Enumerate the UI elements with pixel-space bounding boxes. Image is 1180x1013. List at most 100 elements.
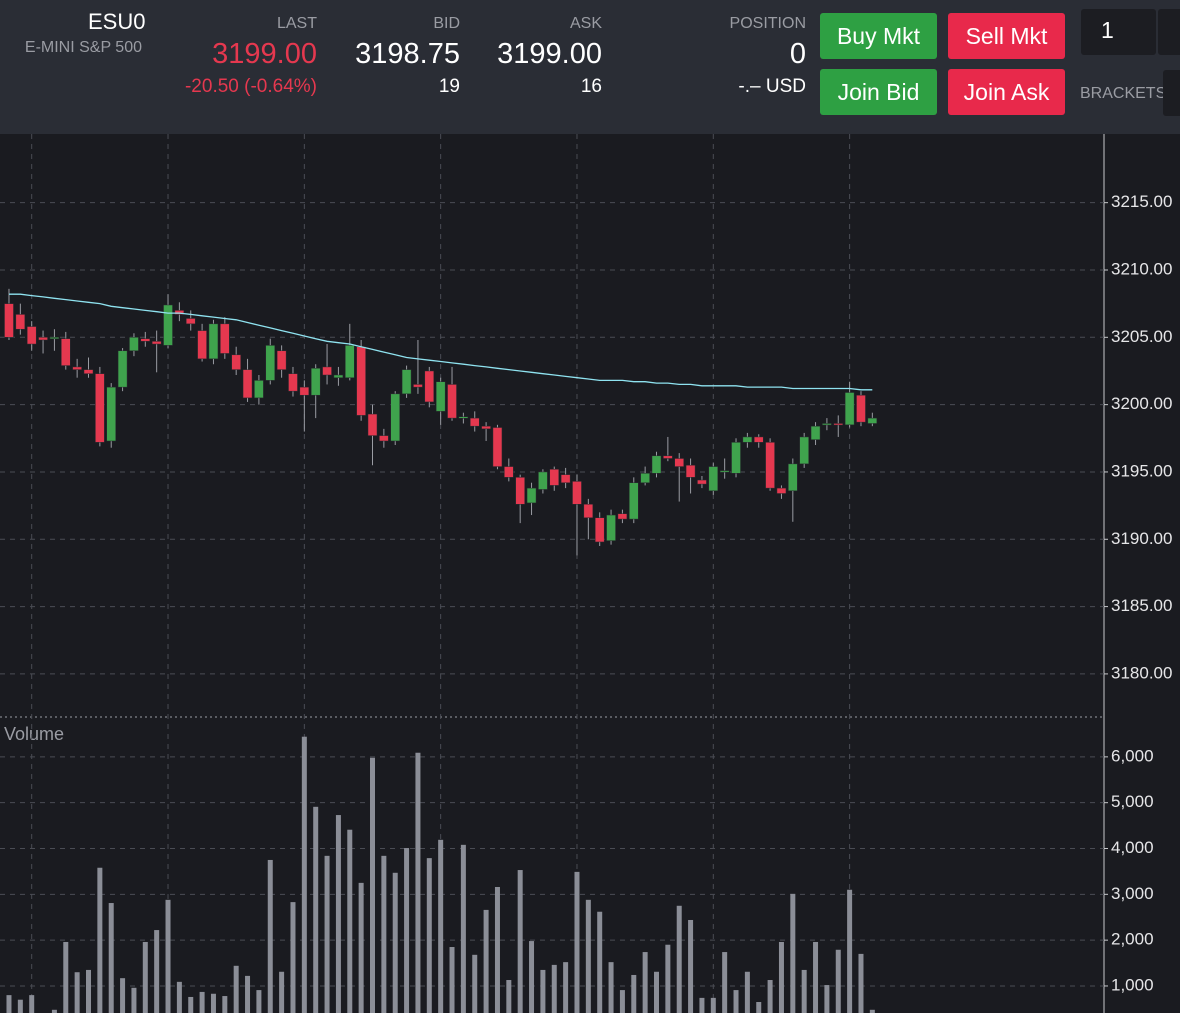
- candle-body: [26, 326, 37, 345]
- volume-bar: [199, 991, 205, 1013]
- candle-body: [776, 487, 787, 494]
- volume-bar: [631, 974, 637, 1013]
- sell-market-button[interactable]: Sell Mkt: [948, 13, 1065, 59]
- volume-bar: [290, 902, 296, 1013]
- volume-bar: [108, 903, 114, 1013]
- y-tick-label: 3195.00: [1111, 461, 1172, 480]
- candle-body: [549, 469, 560, 486]
- volume-bar: [381, 855, 387, 1013]
- volume-bar: [472, 954, 478, 1013]
- volume-bar: [63, 941, 69, 1013]
- candle-body: [129, 337, 139, 352]
- volume-bar: [608, 962, 614, 1013]
- candle-body: [4, 303, 14, 338]
- volume-bar: [335, 815, 341, 1013]
- volume-bar: [801, 969, 807, 1013]
- last-change: -20.50 (-0.64%): [184, 76, 317, 97]
- candle-body: [390, 393, 400, 442]
- candle-body: [606, 514, 616, 541]
- candle-body: [220, 323, 230, 354]
- bid-size: 19: [438, 76, 460, 97]
- candle-body: [231, 354, 241, 370]
- volume-bar: [370, 757, 375, 1013]
- quantity-spinner[interactable]: [1158, 9, 1180, 55]
- y-tick-label: 5,000: [1111, 792, 1154, 811]
- candle-body: [458, 416, 469, 419]
- candle-body: [583, 504, 594, 518]
- candle-body: [663, 455, 673, 459]
- last-price: 3199.00: [212, 38, 317, 70]
- volume-bar: [790, 893, 796, 1013]
- candle-body: [254, 380, 264, 399]
- candle-body: [424, 370, 435, 403]
- candle-body: [742, 436, 753, 443]
- y-tick-label: 6,000: [1111, 746, 1154, 765]
- candle-body: [560, 474, 571, 483]
- candle-body: [15, 314, 26, 330]
- volume-bar: [676, 905, 682, 1013]
- volume-bar: [585, 899, 591, 1013]
- candle-body: [594, 517, 605, 543]
- volume-bar: [165, 899, 171, 1013]
- candle-body: [367, 413, 378, 436]
- volume-bar: [813, 941, 819, 1013]
- candle-body: [288, 373, 298, 392]
- volume-bar: [313, 806, 319, 1013]
- volume-bar: [176, 981, 182, 1013]
- volume-bar: [131, 987, 137, 1013]
- volume-bar: [404, 848, 410, 1013]
- volume-bar: [279, 971, 285, 1013]
- buy-market-button[interactable]: Buy Mkt: [820, 13, 937, 59]
- volume-bar: [744, 971, 750, 1013]
- chart: Volume 3180.00 3185.00 3190.00 3195.00 3200.…: [0, 134, 1172, 1013]
- candle-body: [140, 338, 151, 342]
- volume-bar: [438, 839, 444, 1013]
- join-bid-button[interactable]: Join Bid: [820, 69, 937, 115]
- y-tick-label: 3180.00: [1111, 663, 1172, 682]
- candle-body: [765, 442, 775, 489]
- volume-bar: [563, 962, 569, 1013]
- candle-body: [345, 345, 355, 378]
- join-ask-button[interactable]: Join Ask: [948, 69, 1065, 115]
- candle-body: [106, 386, 116, 442]
- candle-body: [697, 479, 707, 485]
- volume-bar: [665, 944, 671, 1013]
- volume-bar: [654, 971, 659, 1013]
- bid-price: 3198.75: [355, 38, 460, 70]
- y-tick-label: 3,000: [1111, 884, 1154, 903]
- volume-bar: [29, 995, 35, 1013]
- volume-bar: [17, 999, 23, 1013]
- volume-bar: [517, 870, 523, 1013]
- candle-body: [719, 470, 730, 473]
- candle-body: [674, 458, 684, 467]
- volume-bar: [154, 930, 160, 1013]
- volume-bar: [86, 969, 91, 1013]
- volume-bar: [347, 829, 353, 1013]
- volume-bar: [642, 952, 648, 1013]
- candle-body: [844, 392, 855, 426]
- candle-body: [49, 337, 60, 340]
- volume-bar: [449, 947, 455, 1013]
- volume-bar: [767, 980, 773, 1013]
- description: E-MINI S&P 500: [24, 39, 142, 56]
- candle-body: [481, 425, 491, 430]
- volume-bar: [619, 990, 625, 1013]
- volume-bar: [415, 752, 421, 1013]
- quantity-input[interactable]: [1081, 9, 1156, 55]
- volume-bar: [551, 964, 557, 1013]
- volume-bar: [324, 855, 330, 1013]
- candle-body: [867, 417, 878, 424]
- brackets-select[interactable]: [1163, 70, 1180, 116]
- volume-bar: [540, 969, 546, 1013]
- candle-body: [197, 330, 207, 360]
- ask-size: 16: [580, 76, 602, 97]
- candle-body: [265, 345, 276, 381]
- volume-bar: [722, 952, 728, 1013]
- volume-bar: [506, 980, 512, 1013]
- volume-bar: [733, 990, 739, 1013]
- y-tick-label: 1,000: [1111, 975, 1154, 994]
- candle-body: [151, 341, 162, 345]
- candle-body: [810, 425, 821, 440]
- y-tick-label: 3205.00: [1111, 327, 1172, 346]
